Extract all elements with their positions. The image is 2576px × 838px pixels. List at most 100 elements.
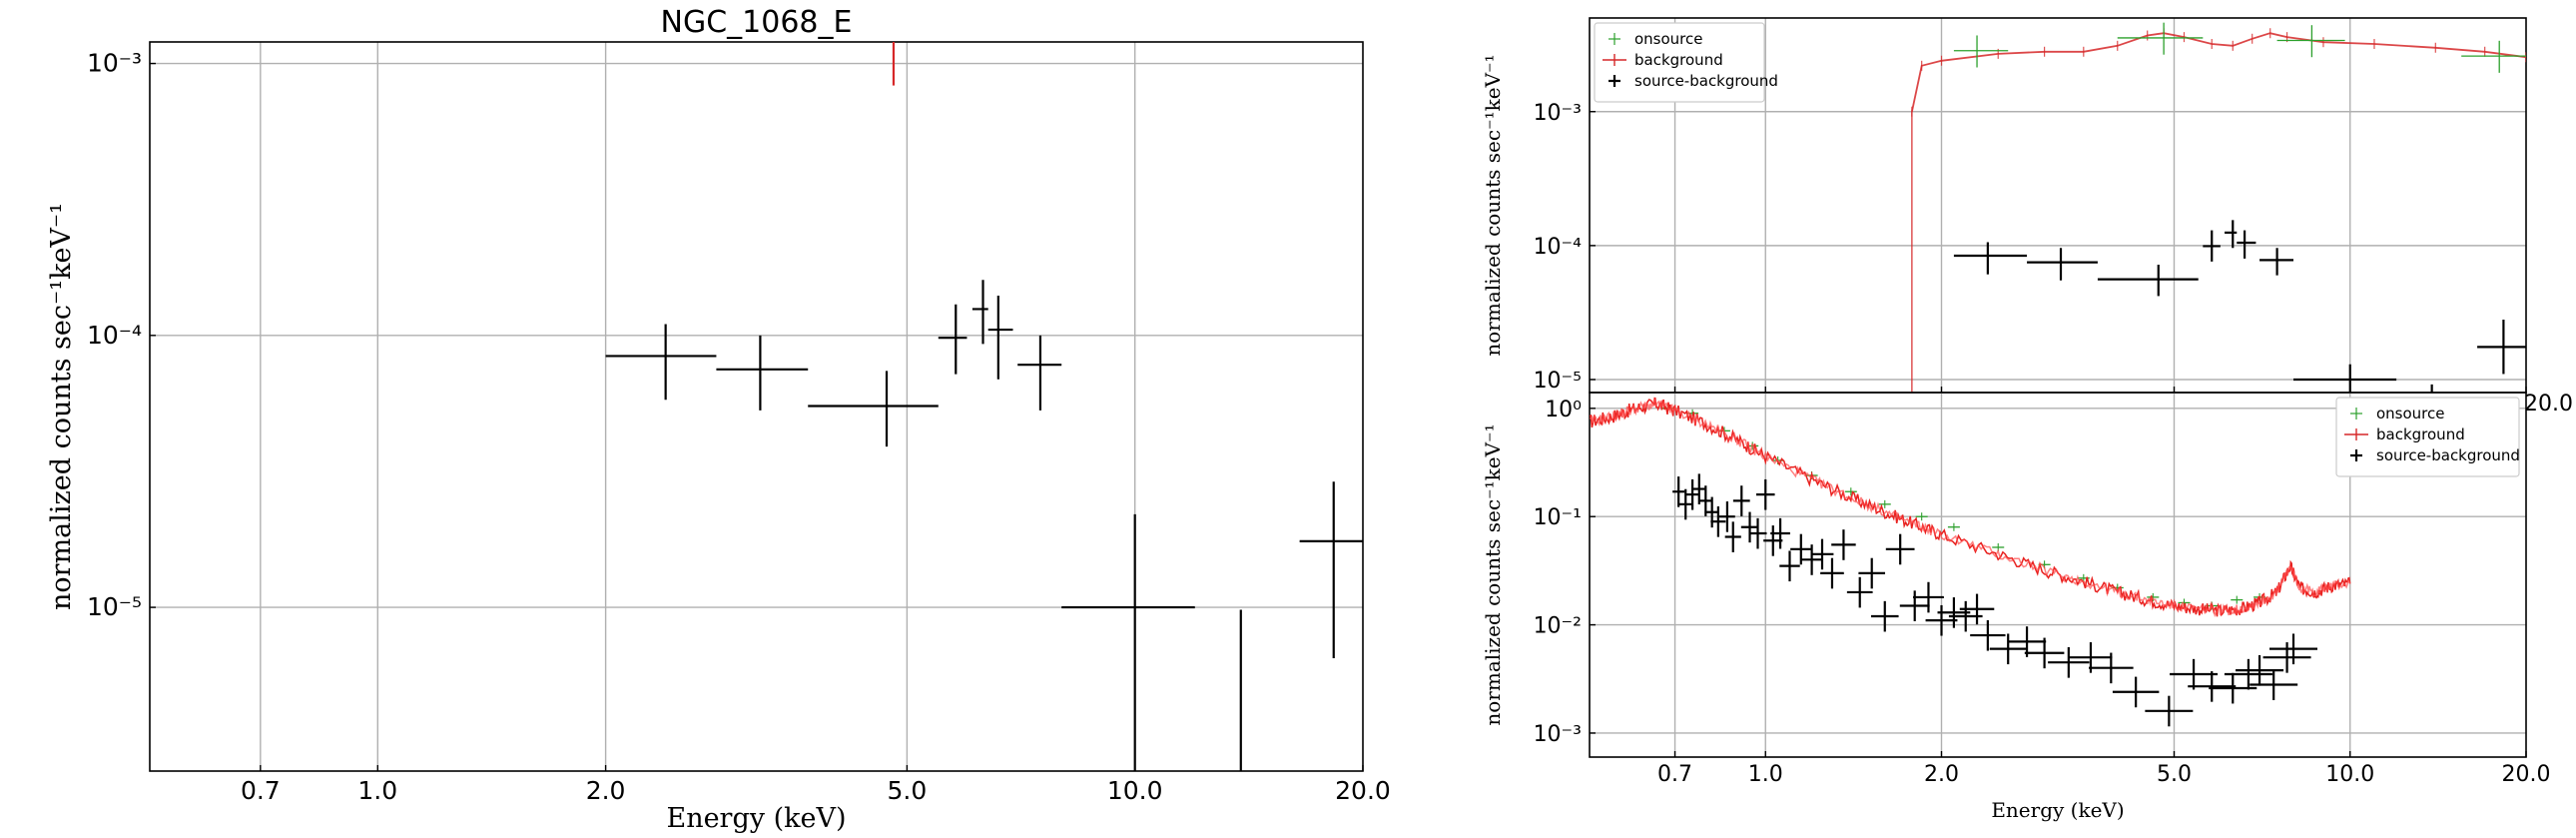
source-background-point bbox=[1885, 533, 1915, 565]
source-background-point bbox=[2477, 320, 2526, 375]
bottom-right-y-axis-label: normalized counts sec⁻¹keV⁻¹ bbox=[1481, 423, 1505, 725]
left-data bbox=[605, 42, 1363, 771]
y-tick-label: 10⁻¹ bbox=[1534, 505, 1582, 530]
background-curve-noise bbox=[1590, 397, 2351, 618]
source-background-point bbox=[1770, 517, 1790, 549]
data-point bbox=[1017, 335, 1062, 411]
x-tick-label: 1.0 bbox=[357, 776, 397, 805]
y-tick-label: 10⁰ bbox=[1545, 398, 1582, 422]
y-tick-label: 10⁻³ bbox=[1534, 722, 1582, 747]
source-background-point bbox=[2269, 633, 2318, 665]
source-background-point bbox=[2024, 637, 2065, 669]
source-background-point bbox=[1719, 501, 1735, 532]
x-tick-label: 20.0 bbox=[1335, 776, 1391, 805]
panel-2-axes: 0.7 1.0 2.0 5.0 10.0 20.0 10⁻³ 10⁻² 10⁻¹ 10⁰ bbox=[1534, 392, 2551, 787]
source-background-point bbox=[1970, 619, 2006, 651]
y-tick-label: 10⁻³ bbox=[87, 49, 142, 78]
x-tick-label: 2.0 bbox=[586, 776, 626, 805]
data-point bbox=[971, 280, 988, 345]
x-tick-label: 0.7 bbox=[1657, 762, 1692, 787]
source-background-point bbox=[2224, 658, 2272, 690]
source-background-point bbox=[1858, 557, 1886, 589]
bottom-right-data bbox=[1590, 397, 2351, 727]
onsource-point bbox=[2461, 40, 2526, 73]
data-point bbox=[1299, 481, 1363, 659]
panel-0-axes: 0.7 1.0 2.0 5.0 10.0 20.0 10⁻⁵ 10⁻⁴ 10⁻³ bbox=[87, 41, 1391, 805]
source-background-point bbox=[2203, 230, 2221, 262]
legend: onsource background source-background bbox=[1594, 22, 1778, 103]
source-background-point bbox=[2027, 248, 2098, 281]
source-background-point bbox=[2209, 672, 2257, 704]
source-background-point bbox=[1678, 488, 1692, 520]
data-point bbox=[605, 324, 717, 401]
left-y-axis-label: normalized counts sec⁻¹keV⁻¹ bbox=[46, 203, 77, 610]
x-tick-label: 5.0 bbox=[2157, 762, 2192, 787]
legend-label: background bbox=[1634, 51, 1723, 69]
x-tick-label: 20.0 bbox=[2502, 762, 2551, 787]
legend-box bbox=[2335, 397, 2520, 477]
x-tick-label: 5.0 bbox=[888, 776, 928, 805]
x-tick-label: 10.0 bbox=[1107, 776, 1163, 805]
legend-marker-onsource bbox=[2350, 408, 2362, 419]
source-background-point bbox=[1913, 581, 1944, 613]
onsource-point bbox=[2276, 25, 2345, 58]
legend-label: source-background bbox=[2376, 446, 2520, 464]
source-background-point bbox=[2188, 671, 2237, 702]
chart-title: NGC_1068_E bbox=[661, 5, 853, 40]
onsource-point bbox=[1953, 35, 2009, 68]
top-right-y-axis-label: normalized counts sec⁻¹keV⁻¹ bbox=[1481, 54, 1505, 356]
source-background-point bbox=[1724, 521, 1741, 552]
y-tick-label: 10⁻⁴ bbox=[87, 321, 142, 350]
source-background-point bbox=[2097, 265, 2199, 297]
source-background-point bbox=[1831, 529, 1856, 560]
source-background-point bbox=[1846, 576, 1873, 608]
source-background-point bbox=[1732, 485, 1750, 516]
source-background-point bbox=[1740, 511, 1759, 543]
legend-marker-source-background bbox=[1609, 75, 1620, 87]
legend-box bbox=[1594, 22, 1765, 103]
source-background-point bbox=[1870, 600, 1899, 632]
background-curve bbox=[1911, 32, 2526, 112]
x-tick-label: 10.0 bbox=[2325, 762, 2374, 787]
legend-label: onsource bbox=[2376, 405, 2445, 422]
x-tick-label: 0.7 bbox=[241, 776, 281, 805]
source-background-point bbox=[1691, 473, 1706, 505]
source-background-point bbox=[2089, 652, 2134, 684]
data-point bbox=[808, 371, 939, 447]
legend-label: source-background bbox=[1634, 72, 1778, 90]
bottom-right-x-axis-label: Energy (keV) bbox=[1991, 798, 2124, 822]
top-right-data bbox=[1911, 22, 2526, 393]
x-tick-label: 2.0 bbox=[1924, 762, 1959, 787]
onsource-point bbox=[2117, 22, 2204, 55]
y-tick-label: 10⁻³ bbox=[1534, 101, 1582, 126]
source-background-point bbox=[2145, 695, 2194, 727]
source-background-point bbox=[2250, 669, 2298, 700]
source-background-point bbox=[2237, 230, 2256, 259]
legend-marker-background bbox=[2344, 428, 2368, 440]
source-background-point bbox=[1925, 604, 1958, 636]
source-background-point bbox=[1672, 476, 1685, 507]
source-background-point bbox=[2293, 364, 2397, 393]
background-curve bbox=[1590, 397, 2351, 617]
source-background-point bbox=[2048, 647, 2090, 678]
source-background-point bbox=[1748, 517, 1767, 549]
source-background-point bbox=[2170, 658, 2219, 690]
data-point bbox=[938, 304, 967, 375]
source-background-point bbox=[1685, 478, 1699, 510]
source-background-point bbox=[1953, 242, 2028, 275]
source-background-point bbox=[1899, 590, 1930, 621]
legend-marker-onsource bbox=[1609, 33, 1620, 45]
source-background-point bbox=[2112, 676, 2160, 708]
x-tick-label-partial: 20.0 bbox=[2524, 392, 2573, 417]
plot-frame bbox=[1589, 392, 2527, 758]
source-background-point bbox=[1810, 538, 1834, 570]
source-background-point bbox=[1989, 633, 2027, 665]
source-background-point bbox=[1820, 557, 1844, 589]
legend: onsource background source-background bbox=[2335, 397, 2520, 477]
legend-label: onsource bbox=[1634, 30, 1703, 48]
source-background-point bbox=[1710, 506, 1726, 537]
source-background-point bbox=[1779, 550, 1800, 582]
legend-marker-source-background bbox=[2350, 449, 2362, 461]
x-tick-label: 1.0 bbox=[1748, 762, 1783, 787]
